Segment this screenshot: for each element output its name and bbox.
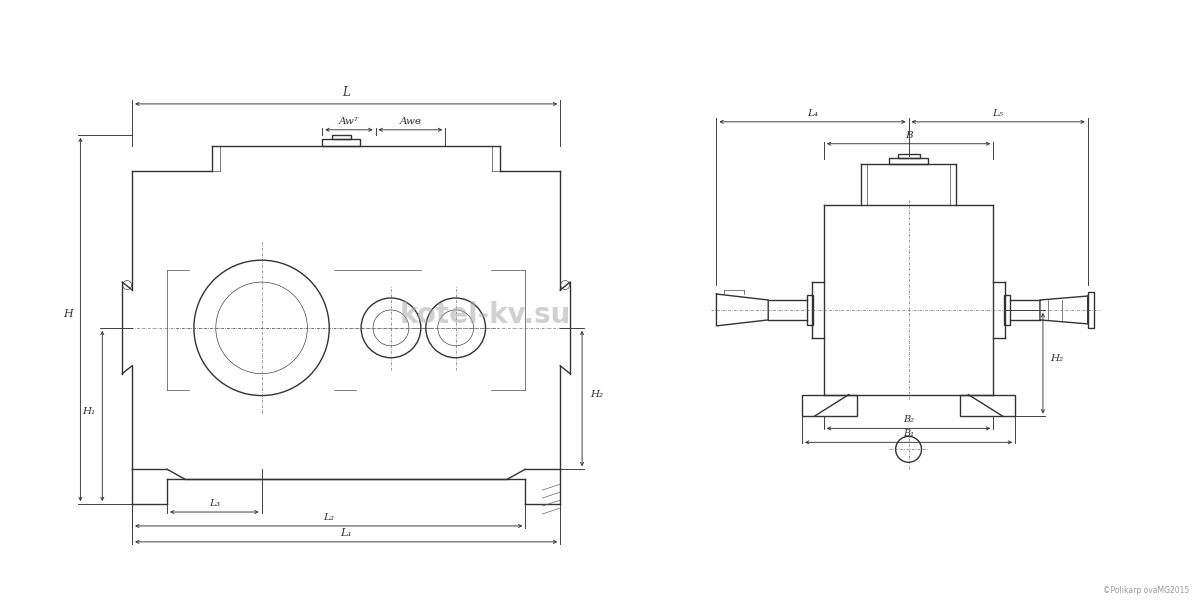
Bar bbox=[889, 158, 929, 164]
Text: kotel-kv.su: kotel-kv.su bbox=[400, 301, 571, 329]
Text: B₁: B₁ bbox=[904, 430, 914, 439]
Text: ©Polikarp ovaMG2015: ©Polikarp ovaMG2015 bbox=[1103, 586, 1189, 595]
Text: Awв: Awв bbox=[400, 117, 421, 126]
Text: L: L bbox=[342, 86, 350, 99]
Text: H₁: H₁ bbox=[82, 407, 95, 416]
Text: H₂: H₂ bbox=[590, 389, 604, 398]
Bar bbox=[898, 154, 919, 158]
Bar bbox=[1004, 295, 1010, 325]
Text: Awᵀ: Awᵀ bbox=[338, 117, 359, 126]
Text: L₂: L₂ bbox=[323, 513, 335, 522]
Text: L₁: L₁ bbox=[341, 528, 352, 538]
Text: H₂: H₂ bbox=[1050, 354, 1063, 363]
Text: L₄: L₄ bbox=[808, 109, 818, 118]
Text: H: H bbox=[64, 310, 73, 319]
Bar bbox=[323, 139, 360, 146]
Bar bbox=[802, 395, 857, 416]
Text: B₂: B₂ bbox=[904, 415, 914, 424]
Text: L₃: L₃ bbox=[209, 499, 220, 508]
Text: L₅: L₅ bbox=[992, 109, 1003, 118]
Text: B: B bbox=[905, 131, 912, 140]
Bar bbox=[960, 395, 1015, 416]
Bar bbox=[808, 295, 814, 325]
Bar bbox=[1087, 292, 1093, 328]
Bar bbox=[331, 135, 350, 139]
